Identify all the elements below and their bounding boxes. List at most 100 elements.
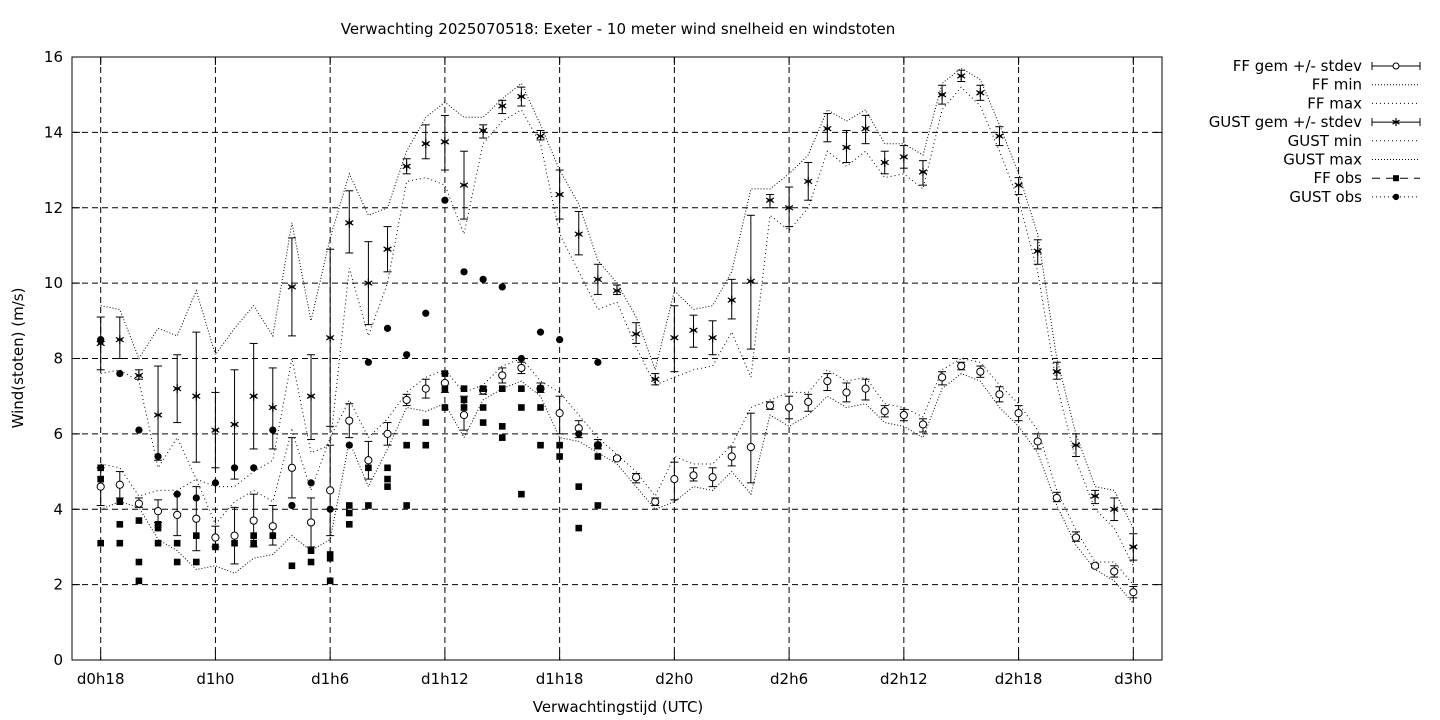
ff-obs-point bbox=[384, 483, 391, 490]
gust-mean-point bbox=[325, 333, 335, 343]
legend-label: FF gem +/- stdev bbox=[1233, 57, 1362, 75]
ff-obs-point bbox=[537, 404, 544, 411]
y-tick-label: 6 bbox=[53, 425, 63, 443]
ff-obs-point bbox=[97, 539, 104, 547]
ff-obs-point bbox=[518, 404, 525, 411]
gust-obs-point bbox=[288, 501, 296, 510]
y-axis: 0 2 4 6 8 10 12 14 16 bbox=[44, 48, 1162, 669]
ff-mean-point bbox=[823, 377, 832, 386]
ff-mean-point bbox=[1090, 561, 1100, 570]
ff-mean-point bbox=[459, 410, 469, 420]
gust-mean-point bbox=[536, 131, 545, 141]
ff-min-line bbox=[100, 373, 1134, 604]
ff-obs-point bbox=[97, 464, 104, 472]
ff-obs-point bbox=[192, 558, 200, 566]
gust-obs-point bbox=[422, 309, 430, 317]
ff-mean-point bbox=[1110, 567, 1119, 576]
ff-obs-point bbox=[97, 475, 104, 483]
gust-mean-point bbox=[1052, 367, 1062, 377]
ff-min-line bbox=[100, 373, 1134, 604]
gust-mean-point bbox=[1014, 180, 1023, 190]
ff-obs-point bbox=[403, 502, 410, 509]
gust-mean-point bbox=[153, 410, 163, 420]
x-tick-label: d2h0 bbox=[655, 670, 693, 688]
ff-mean-point bbox=[1071, 533, 1081, 542]
gust-mean-point bbox=[306, 391, 316, 401]
gust-mean-point bbox=[899, 152, 909, 162]
ff-obs-point bbox=[231, 539, 238, 547]
ff-obs-point bbox=[345, 521, 353, 528]
gust-mean-point bbox=[670, 333, 679, 343]
gust-mean-point bbox=[498, 101, 507, 111]
gust-mean-point bbox=[230, 419, 239, 429]
ff-mean-point bbox=[612, 454, 622, 463]
gust-mean-point bbox=[765, 195, 775, 205]
gust-mean-point bbox=[937, 90, 947, 100]
ff-obs-point bbox=[345, 509, 353, 517]
gust-obs-point bbox=[594, 358, 602, 366]
ff-obs-point bbox=[384, 464, 391, 472]
ff-obs-point bbox=[594, 453, 602, 460]
gust-mean-point bbox=[995, 131, 1004, 141]
ff-obs-point bbox=[441, 370, 449, 377]
gust-mean-point bbox=[956, 71, 966, 81]
gust-obs-point bbox=[383, 324, 392, 332]
ff-mean-point bbox=[230, 531, 239, 540]
ff-obs-point bbox=[441, 404, 449, 411]
ff-mean-point bbox=[306, 518, 316, 527]
ff-mean-point bbox=[804, 397, 813, 406]
gust-mean-point bbox=[708, 333, 717, 343]
legend-label: GUST min bbox=[1288, 132, 1362, 150]
ff-obs-point bbox=[154, 539, 162, 547]
x-tick-label: d1h6 bbox=[311, 670, 349, 688]
ff-mean-point bbox=[632, 473, 641, 482]
ff-mean-point bbox=[976, 367, 985, 376]
ff-mean-point bbox=[1129, 588, 1138, 597]
y-tick-label: 4 bbox=[53, 500, 63, 518]
y-axis-label: Wind(stoten) (m/s) bbox=[9, 288, 27, 429]
gust-obs-point bbox=[575, 430, 583, 438]
ff-mean-point bbox=[995, 390, 1004, 399]
ff-mean-point bbox=[364, 456, 373, 465]
ff-obs-point bbox=[326, 551, 334, 558]
ff-mean-point bbox=[383, 429, 392, 438]
ff-mean-point bbox=[153, 507, 163, 516]
ff-mean-point bbox=[708, 473, 717, 482]
gust-obs-point bbox=[364, 358, 373, 366]
ff-mean-point bbox=[345, 416, 354, 425]
ff-obs-point bbox=[365, 464, 372, 472]
ff-obs-point bbox=[498, 434, 506, 441]
ff-mean-point bbox=[842, 388, 851, 397]
legend-label: FF max bbox=[1307, 94, 1362, 112]
ff-obs-series bbox=[97, 370, 602, 585]
ff-obs-point bbox=[154, 521, 162, 528]
gust-obs-point bbox=[403, 351, 411, 359]
legend-sample-gust-mean-marker bbox=[1392, 118, 1400, 127]
chart-title: Verwachting 2025070518: Exeter - 10 mete… bbox=[341, 20, 896, 38]
gust-min-line bbox=[100, 86, 1134, 567]
legend-label: GUST max bbox=[1283, 151, 1362, 169]
ff-mean-point bbox=[727, 452, 736, 461]
gust-mean-point bbox=[1033, 246, 1042, 256]
ff-obs-point bbox=[479, 419, 487, 426]
y-tick-label: 16 bbox=[44, 48, 63, 66]
gust-mean-point bbox=[268, 402, 278, 412]
gust-obs-point bbox=[211, 479, 220, 487]
legend-label: FF obs bbox=[1313, 169, 1362, 187]
gust-mean-point bbox=[555, 190, 564, 200]
x-tick-label: d1h12 bbox=[421, 670, 469, 688]
ff-mean-point bbox=[670, 475, 679, 484]
ff-mean-point bbox=[134, 499, 144, 508]
ff-mean-point bbox=[173, 510, 182, 520]
gust-obs-point bbox=[441, 196, 449, 204]
gust-mean-point bbox=[842, 142, 851, 152]
gust-obs-point bbox=[556, 336, 564, 344]
gust-obs-point bbox=[517, 354, 525, 363]
gust-mean-point bbox=[861, 124, 870, 134]
x-tick-label: d1h0 bbox=[196, 670, 234, 688]
gust-obs-point bbox=[135, 426, 143, 434]
gust-obs-point bbox=[479, 275, 487, 283]
ff-obs-point bbox=[518, 490, 525, 498]
ff-obs-point bbox=[135, 558, 143, 566]
ff-obs-point bbox=[173, 558, 181, 566]
